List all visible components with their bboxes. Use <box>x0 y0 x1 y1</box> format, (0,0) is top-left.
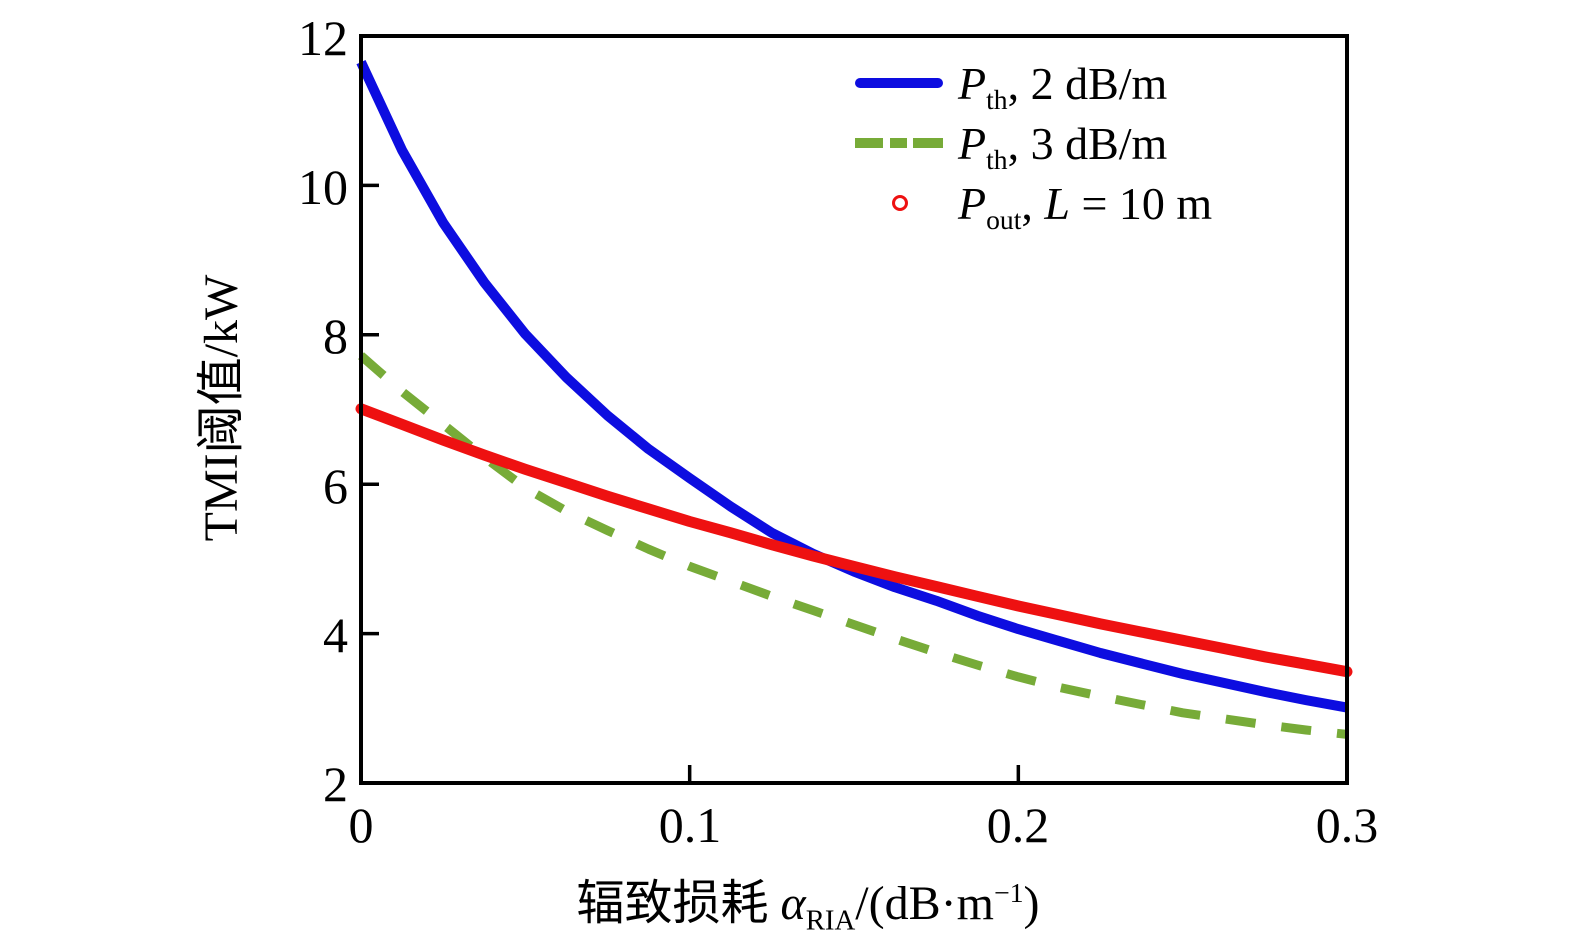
legend-item-pout-L10m: Pout, L = 10 m <box>835 173 1212 233</box>
x-tick-label-0.3: 0.3 <box>1315 797 1379 853</box>
x-tick-label-0.2: 0.2 <box>986 797 1050 853</box>
legend-item-pth-2dbm: Pth, 2 dB/m <box>835 53 1167 113</box>
y-tick-label-8: 8 <box>323 308 348 364</box>
y-axis-label: TMI阈值/kW <box>195 274 248 542</box>
y-tick-label-12: 12 <box>298 10 348 66</box>
alpha-symbol: α <box>780 877 806 930</box>
y-tick-label-4: 4 <box>323 607 348 663</box>
legend-dashed-line-swatch <box>855 138 943 148</box>
axes-frame <box>359 34 1349 785</box>
series-curve-2 <box>355 403 1353 678</box>
y-tick-label-6: 6 <box>323 458 348 514</box>
legend-item-pth-3dbm: Pth, 3 dB/m <box>835 113 1167 173</box>
legend-label: Pout, L = 10 m <box>958 177 1213 235</box>
legend-solid-line-swatch <box>855 78 943 88</box>
legend-label: Pth, 2 dB/m <box>958 57 1168 115</box>
x-tick-label-0.1: 0.1 <box>658 797 722 853</box>
x-tick-label-0: 0 <box>348 797 374 853</box>
y-tick-label-10: 10 <box>298 159 348 215</box>
series-curve-1 <box>358 352 1348 739</box>
legend-open-circle-marker <box>892 195 908 211</box>
legend-label: Pth, 3 dB/m <box>958 117 1168 175</box>
x-axis-label: 辐致损耗 αRIA/(dB·m−1) <box>576 877 1040 937</box>
y-tick-label-2: 2 <box>323 756 348 812</box>
